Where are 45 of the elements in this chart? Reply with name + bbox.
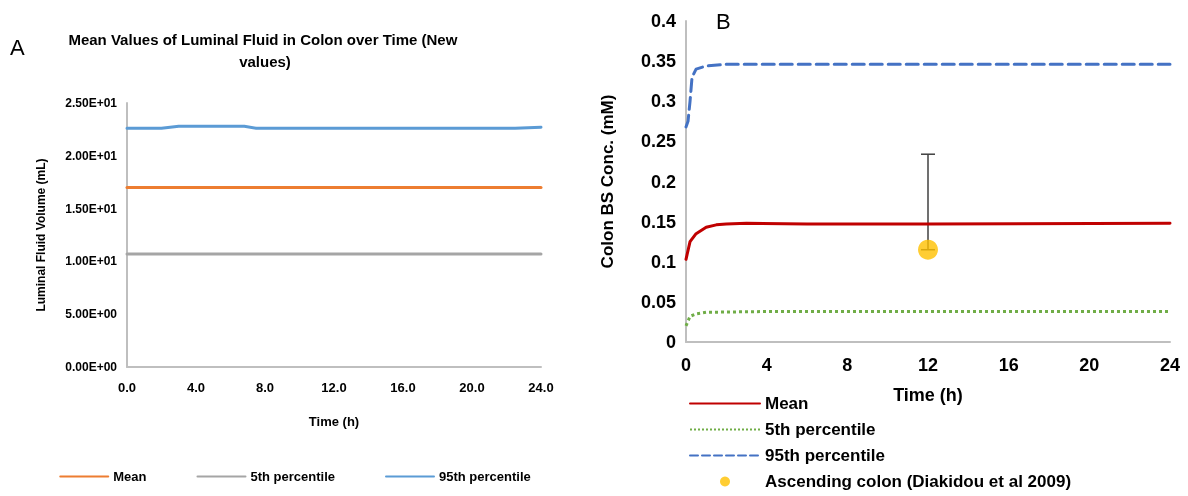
- legend-label: Mean: [113, 469, 147, 484]
- x-tick-label: 16.0: [390, 380, 416, 395]
- x-tick-label: 16: [998, 355, 1019, 375]
- y-tick-label: 1.00E+01: [65, 254, 118, 269]
- x-tick-label: 0: [680, 355, 692, 375]
- y-tick-label: 1.50E+01: [65, 201, 118, 216]
- line-series: [684, 221, 1172, 261]
- y-tick-label: 0.1: [650, 251, 676, 272]
- y-tick-label: 0.05: [640, 291, 676, 312]
- x-tick-label: 4: [761, 355, 772, 375]
- x-tick-label: 0.0: [117, 380, 137, 395]
- legend-label: Ascending colon (Diakidou et al 2009): [765, 472, 1072, 491]
- y-tick-label: 0.00E+00: [65, 360, 118, 374]
- y-tick-label: 0.2: [650, 171, 676, 192]
- x-axis-title: Time (h): [893, 385, 963, 405]
- y-tick-label: 2.00E+01: [65, 148, 118, 163]
- x-tick-label: 20: [1079, 355, 1100, 375]
- legend-label: 5th percentile: [250, 469, 336, 484]
- x-axis-title: Time (h): [308, 414, 360, 429]
- y-tick-label: 5.00E+00: [65, 307, 118, 322]
- legend-label: 95th percentile: [765, 446, 885, 465]
- x-tick-label: 4.0: [186, 380, 206, 395]
- y-axis-title: Luminal Fluid Volume (mL): [34, 158, 48, 312]
- x-tick-label: 24.0: [528, 380, 554, 395]
- y-axis-title: Colon BS Conc. (mM): [598, 94, 617, 269]
- annotation: B: [716, 8, 731, 34]
- legend-label: 5th percentile: [765, 420, 876, 439]
- text: A: [10, 34, 25, 60]
- y-tick-label: 0: [665, 332, 676, 352]
- legend-label: 95th percentile: [439, 469, 531, 484]
- x-tick-label: 24: [1159, 355, 1181, 375]
- y-tick-label: 2.50E+01: [65, 96, 118, 110]
- line-series: [684, 62, 1172, 129]
- x-tick-label: 8: [842, 355, 853, 375]
- x-tick-label: 20.0: [459, 380, 485, 395]
- y-tick-label: 0.15: [640, 211, 676, 232]
- x-tick-label: 12: [917, 355, 939, 375]
- x-tick-label: 8.0: [255, 380, 275, 395]
- legend-label: Mean: [765, 394, 809, 413]
- chart-title: Mean Values of Luminal Fluid in Colon over Time (New values): [68, 30, 462, 70]
- y-tick-label: 0.25: [640, 131, 676, 152]
- y-tick-label: 0.35: [640, 51, 676, 72]
- y-tick-label: 0.4: [650, 11, 676, 31]
- y-tick-label: 0.3: [650, 91, 676, 112]
- x-tick-label: 12.0: [321, 380, 347, 395]
